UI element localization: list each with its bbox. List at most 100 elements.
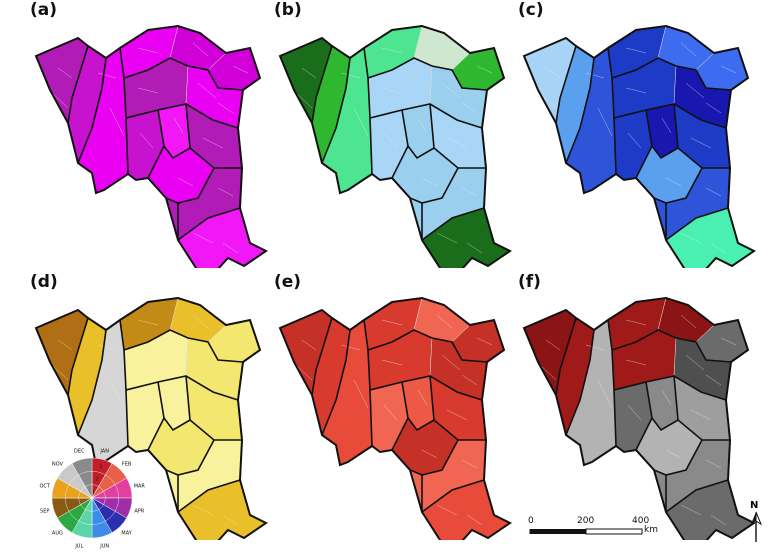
subdistrict-line [97,72,117,79]
subdistrict-line [436,42,453,57]
map-a [34,24,268,268]
admin-boundary [429,103,486,169]
panel-label-b: (b) [274,0,302,20]
subdistrict-line [217,374,234,386]
subdistrict-line [476,65,493,74]
subdistrict-line [466,242,483,254]
month-color-wheel-legend: JAN FEB MAR APR MAY JUN JUL AUG SEP OCT NOV DEC 1 2 3 [30,440,150,555]
scale-bar-graphic [529,528,643,535]
admin-boundary [185,375,242,441]
subdistrict-line [627,132,642,149]
admin-boundary [555,45,577,124]
subdistrict-line [381,319,403,326]
month-label-sep: SEP [40,509,49,515]
subdistrict-line [625,47,647,54]
subdistrict-line [661,389,672,406]
scale-tick-0: 0 [528,516,534,526]
subdistrict-line [436,232,458,244]
subdistrict-line [710,242,727,254]
subdistrict-line [341,344,361,351]
admin-boundary [321,329,351,436]
country-outline [34,24,268,268]
subdistrict-line [301,67,317,79]
country-outline [278,24,512,268]
subdistrict-line [137,359,159,366]
subdistrict-line [222,514,239,526]
admin-boundary [67,317,89,396]
admin-boundary [363,319,373,447]
map-f [522,296,756,540]
subdistrict-line [232,65,249,74]
admin-boundary [555,317,577,396]
subdistrict-line [680,314,697,329]
subdistrict-line [476,337,493,346]
admin-boundary [119,47,129,175]
subdistrict-line [461,459,478,469]
admin-boundary [311,317,333,396]
subdistrict-line [301,339,317,351]
subdistrict-line [295,92,313,109]
subdistrict-line [192,42,209,57]
admin-boundary [421,207,485,241]
subdistrict-line [625,319,647,326]
subdistrict-line [173,117,184,134]
subdistrict-line [597,379,613,409]
map-panel-f: (f) [516,272,764,540]
admin-boundary [565,329,595,436]
subdistrict-line [466,514,483,526]
subdistrict-line [690,409,712,421]
subdistrict-line [383,132,398,149]
north-arrow: N [744,498,768,546]
subdistrict-line [461,102,478,114]
scale-bar: 0 200 400 km [526,515,666,545]
subdistrict-line [585,72,605,79]
color-wheel: JAN FEB MAR APR MAY JUN JUL AUG SEP OCT NOV DEC 1 2 3 [39,449,145,550]
subdistrict-line [627,404,642,421]
map-group [34,296,268,540]
subdistrict-line [705,187,722,197]
subdistrict-line [417,389,428,406]
subdistrict-line [137,87,159,94]
ring-number-1: 1 [92,490,95,496]
subdistrict-line [97,344,117,351]
subdistrict-line [680,504,702,516]
admin-boundary [429,375,486,441]
admin-boundary [177,207,241,241]
map-group [522,296,756,540]
subdistrict-line [232,337,249,346]
admin-boundary [363,47,373,175]
admin-boundary [185,103,242,169]
subdistrict-line [197,82,217,99]
wheel-segment-dec [85,484,93,499]
scale-unit: km [644,525,658,535]
subdistrict-line [57,67,73,79]
admin-boundary [607,47,617,175]
map-d [34,296,268,540]
admin-boundary [367,329,488,363]
subdistrict-line [192,314,209,329]
subdistrict-line [461,374,478,386]
subdistrict-line [139,404,154,421]
map-panel-b: (b) [272,0,520,268]
month-label-may: MAY [121,531,132,537]
subdistrict-line [383,404,398,421]
admin-boundary [163,145,191,160]
subdistrict-line [421,449,438,459]
subdistrict-line [173,389,184,406]
panel-label-a: (a) [30,0,58,20]
admin-boundary [67,45,89,124]
month-label-jul: JUL [74,543,83,549]
map-group [522,24,756,268]
admin-boundary [665,479,729,513]
subdistrict-line [139,132,154,149]
subdistrict-line [51,364,69,381]
subdistrict-line [192,232,214,244]
subdistrict-line [690,137,712,149]
north-letter: N [750,500,759,511]
subdistrict-line [295,364,313,381]
map-b [278,24,512,268]
subdistrict-line [381,359,403,366]
subdistrict-line [57,339,73,351]
map-panel-d: (d) [28,272,276,540]
admin-boundary [665,207,729,241]
